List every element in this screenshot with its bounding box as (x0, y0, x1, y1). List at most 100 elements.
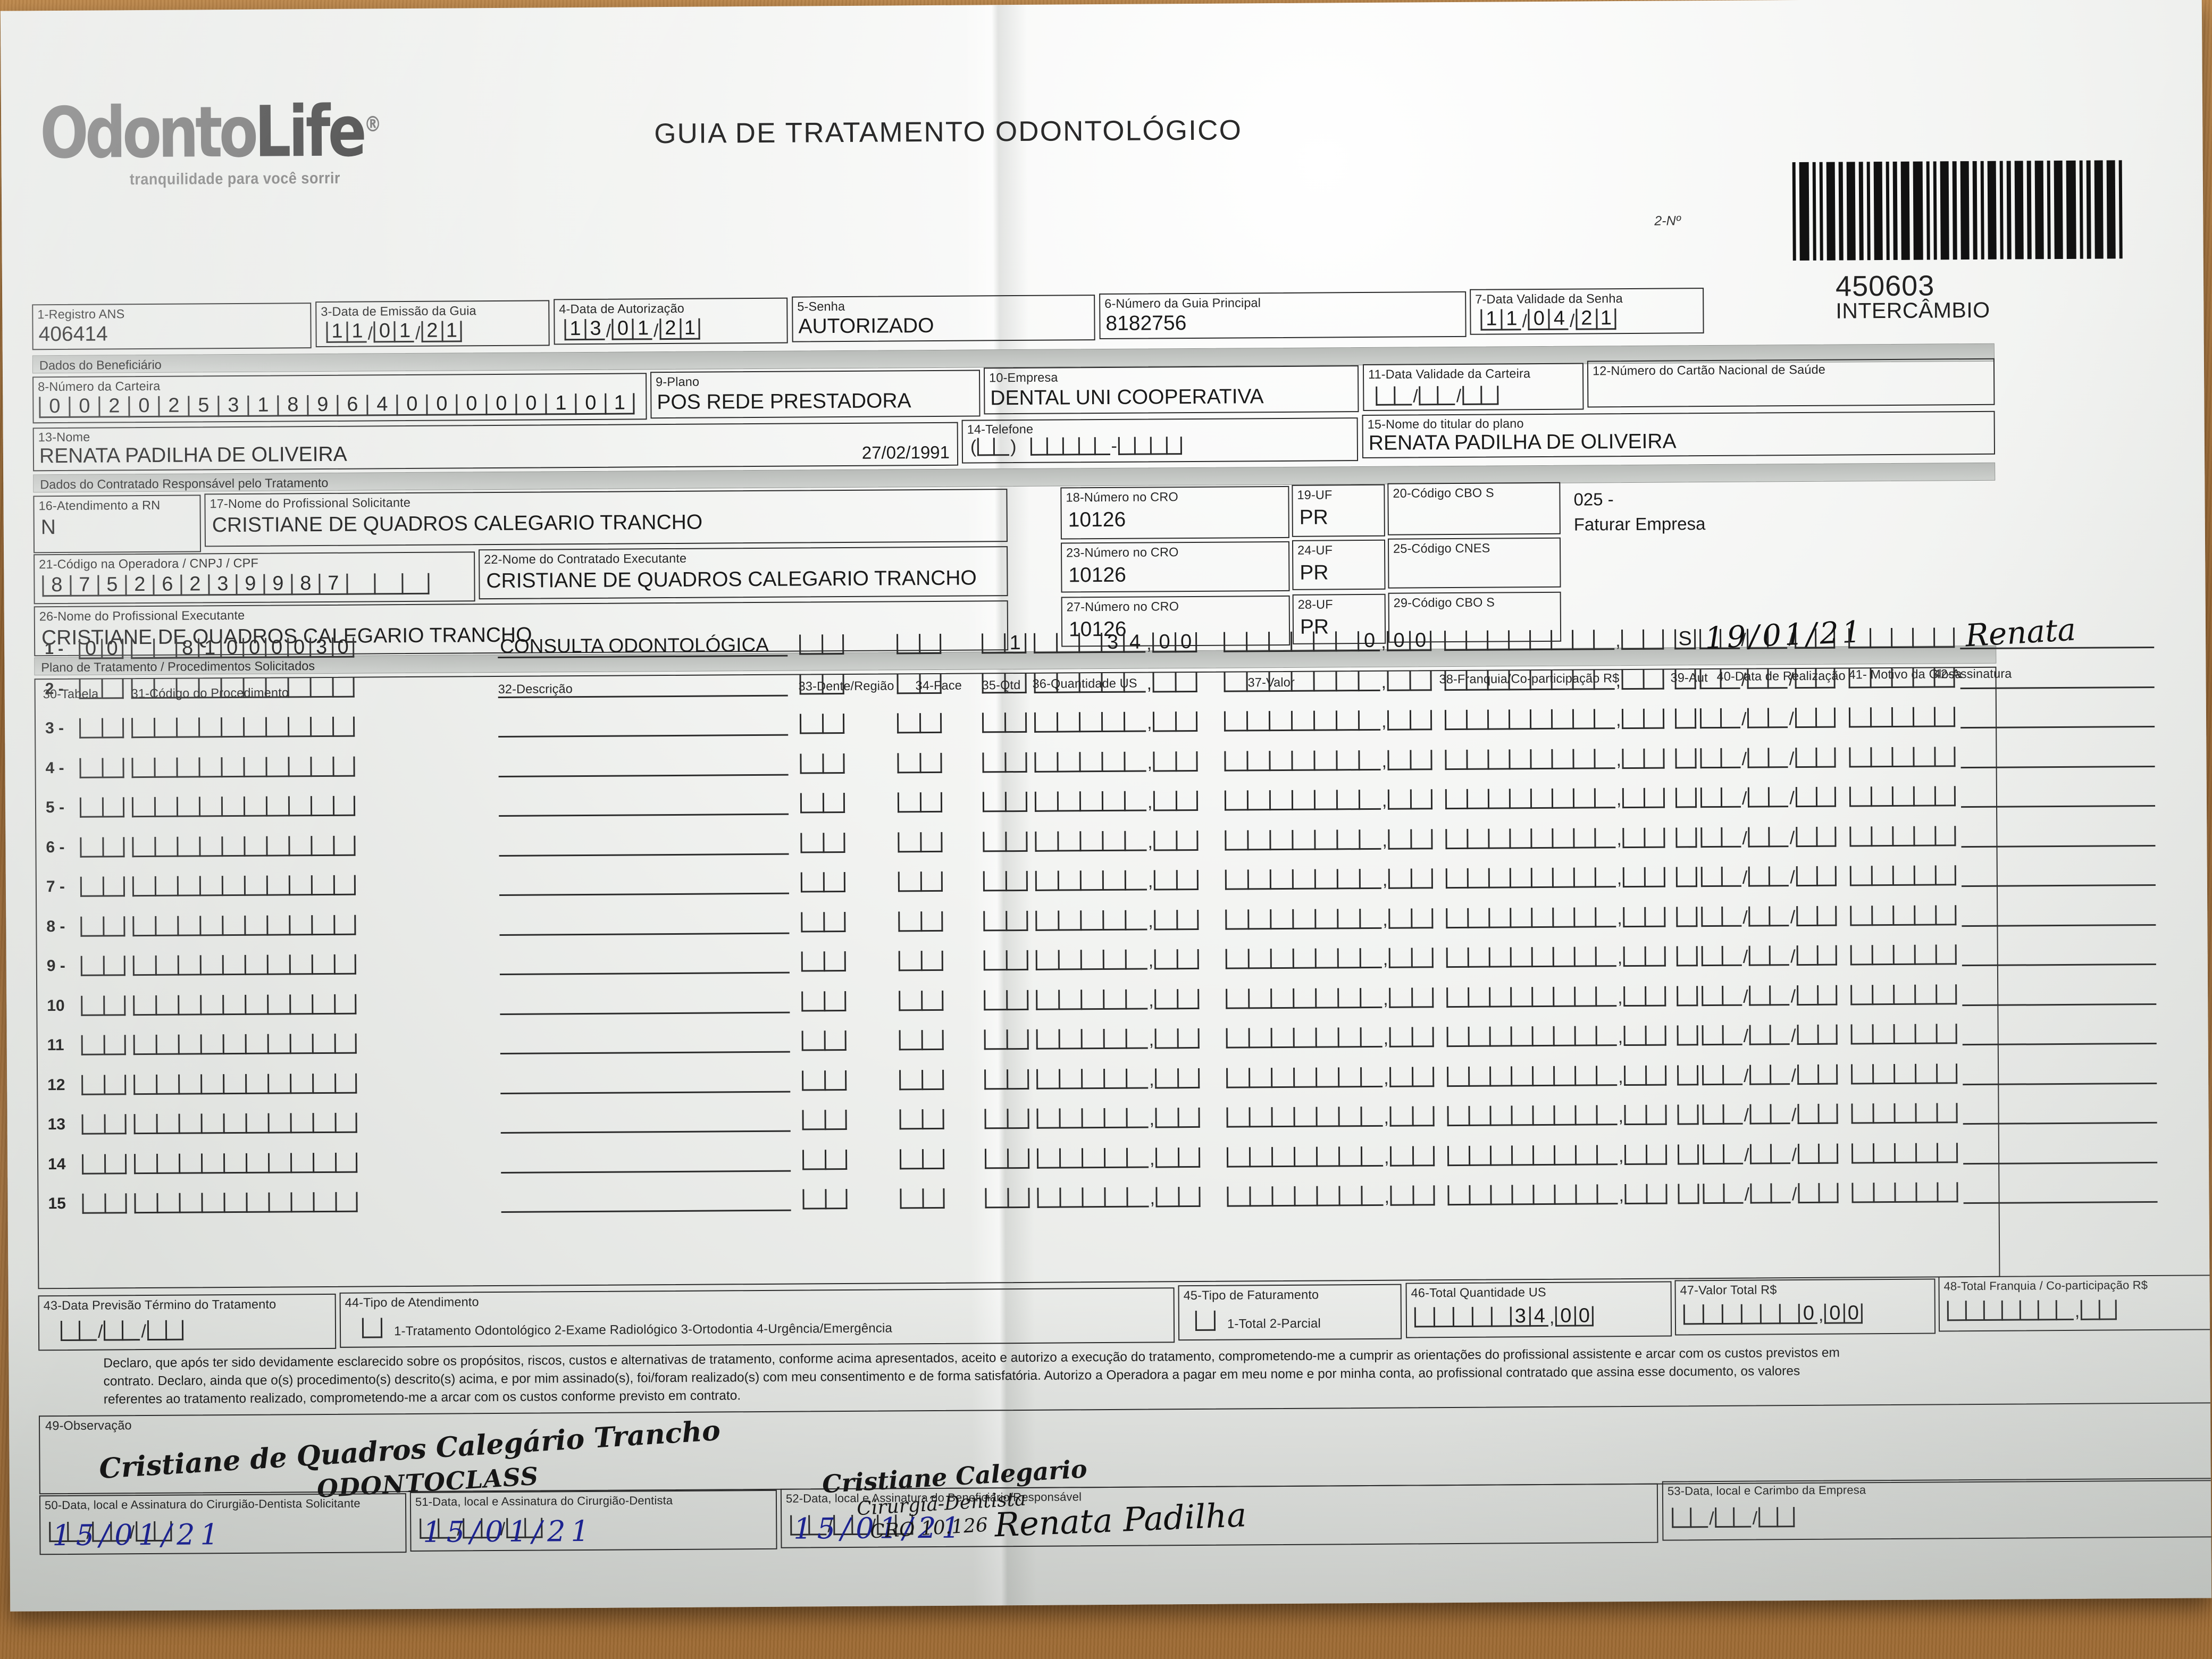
field-48-digits-comb[interactable]: , (1947, 1300, 2117, 1321)
cell-40-data-realizacao[interactable]: / / (1702, 985, 1838, 1007)
cell-30-tabela[interactable] (80, 836, 125, 858)
cell-30-tabela[interactable] (81, 1074, 127, 1095)
cell-34-face[interactable] (899, 990, 944, 1011)
cell-39-aut[interactable] (1677, 1025, 1698, 1046)
field-50-assinatura-solicitante[interactable]: 50-Data, local e Assinatura do Cirurgião… (39, 1493, 407, 1555)
cell-34-face[interactable] (899, 1149, 945, 1169)
field-13-nome[interactable]: 13-Nome RENATA PADILHA DE OLIVEIRA 27/02… (32, 422, 959, 472)
cell-38-franquia[interactable]: , (1444, 669, 1665, 691)
cell-33-dente[interactable] (801, 911, 846, 933)
field-43-date-comb[interactable]: / / (60, 1320, 184, 1342)
cell-36-quantidade-us[interactable]: , (1035, 909, 1199, 931)
cell-30-tabela[interactable] (81, 995, 126, 1016)
cell-41-motivo-glosa[interactable] (1849, 825, 1956, 847)
cell-38-franquia[interactable]: , (1447, 1184, 1668, 1205)
cell-40-data-realizacao[interactable]: / / (1700, 826, 1837, 849)
cell-35-qtd[interactable] (982, 712, 1027, 733)
cell-38-franquia[interactable]: , (1447, 1065, 1667, 1087)
cell-36-quantidade-us[interactable]: , (1036, 1147, 1201, 1169)
field-48-total-franquia[interactable]: 48-Total Franquia / Co-participação R$ , (1938, 1275, 2212, 1332)
field-17-nome-solicitante[interactable]: 17-Nome do Profissional Solicitante CRIS… (204, 489, 1008, 547)
cell-34-face[interactable] (898, 871, 943, 892)
cell-38-franquia[interactable]: , (1446, 986, 1666, 1008)
cell-38-franquia[interactable]: , (1446, 1025, 1667, 1048)
cell-36-quantidade-us[interactable]: , (1036, 1107, 1201, 1129)
field-4-data-autorizacao[interactable]: 4-Data de Autorização 1 3/0 1/2 1 (554, 297, 788, 345)
cell-30-tabela[interactable] (81, 1035, 126, 1055)
field-22-nome-contratado-executante[interactable]: 22-Nome do Contratado Executante CRISTIA… (479, 546, 1008, 600)
cell-37-valor[interactable]: , (1227, 1185, 1436, 1207)
field-51-assinatura-dentista[interactable]: 51-Data, local e Assinatura do Cirurgião… (409, 1489, 777, 1552)
cell-38-franquia[interactable]: , (1445, 867, 1666, 889)
cell-39-aut[interactable] (1674, 668, 1696, 689)
cell-35-qtd[interactable] (984, 1029, 1029, 1050)
field-5-senha[interactable]: 5-Senha AUTORIZADO (792, 295, 1095, 342)
cell-36-quantidade-us[interactable]: , (1035, 869, 1199, 892)
cell-39-aut[interactable] (1675, 748, 1697, 768)
cell-31-codigo[interactable] (133, 994, 357, 1016)
cell-39-aut[interactable] (1677, 1144, 1699, 1164)
cell-37-valor[interactable]: , (1225, 868, 1434, 890)
cell-36-quantidade-us[interactable]: , (1034, 790, 1199, 812)
cell-35-qtd[interactable] (983, 870, 1028, 892)
cell-41-motivo-glosa[interactable] (1850, 944, 1957, 966)
cell-41-motivo-glosa[interactable] (1848, 707, 1956, 728)
field-12-cartao-nacional-saude[interactable]: 12-Número do Cartão Nacional de Saúde (1587, 358, 1995, 408)
cell-39-aut[interactable] (1676, 946, 1698, 967)
cell-33-dente[interactable] (802, 1070, 847, 1091)
field-20-codigo-cbo-s[interactable]: 20-Código CBO S (1387, 482, 1561, 535)
cell-37-valor[interactable]: , (1225, 908, 1434, 930)
cell-34-face[interactable] (898, 950, 943, 971)
cell-33-dente[interactable] (801, 991, 847, 1012)
cell-30-tabela[interactable] (79, 757, 124, 778)
cell-38-franquia[interactable]: , (1445, 748, 1665, 770)
cell-35-qtd[interactable] (985, 1187, 1030, 1209)
field-14-telefone[interactable]: 14-Telefone () - (961, 417, 1359, 464)
cell-31-codigo[interactable] (132, 835, 356, 857)
cell-35-qtd[interactable] (983, 910, 1028, 931)
cell-35-qtd[interactable] (982, 673, 1027, 693)
cell-40-data-realizacao[interactable]: / / (1701, 906, 1837, 928)
cell-35-qtd[interactable] (984, 1108, 1029, 1129)
cell-30-tabela[interactable] (80, 916, 125, 937)
cell-39-aut[interactable] (1676, 906, 1698, 927)
field-19-uf[interactable]: 19-UF PR (1292, 484, 1385, 537)
cell-31-codigo[interactable] (134, 1192, 358, 1214)
cell-31-codigo[interactable] (132, 915, 356, 936)
cell-30-tabela[interactable] (82, 1193, 127, 1214)
cell-34-face[interactable] (899, 1029, 944, 1051)
field-10-empresa[interactable]: 10-Empresa DENTAL UNI COOPERATIVA (983, 365, 1359, 415)
field-45-option-box[interactable] (1195, 1310, 1216, 1331)
cell-40-data-realizacao[interactable]: / / (1699, 707, 1836, 730)
cell-40-data-realizacao[interactable]: / / (1702, 1024, 1838, 1046)
cell-41-motivo-glosa[interactable] (1851, 1103, 1958, 1124)
cell-35-qtd[interactable] (984, 1069, 1029, 1090)
cell-38-franquia[interactable]: , (1446, 946, 1666, 968)
cell-37-valor[interactable]: , (1224, 749, 1433, 772)
cell-36-quantidade-us[interactable]: , (1034, 751, 1199, 773)
cell-39-aut[interactable] (1675, 787, 1697, 808)
field-11-data-validade-carteira[interactable]: 11-Data Validade da Carteira / / (1362, 363, 1584, 412)
cell-34-face[interactable] (897, 792, 943, 813)
field-53-date-comb[interactable]: / / (1672, 1507, 1795, 1529)
cell-34-face[interactable] (898, 832, 943, 852)
cell-33-dente[interactable] (799, 634, 844, 655)
cell-41-motivo-glosa[interactable] (1851, 1182, 1958, 1203)
field-1-registro-ans[interactable]: 1-Registro ANS 406414 (32, 303, 312, 350)
cell-31-codigo[interactable] (133, 1112, 357, 1135)
cell-38-franquia[interactable]: , (1447, 1104, 1668, 1126)
cell-35-qtd[interactable] (984, 1148, 1030, 1169)
cell-31-codigo[interactable] (132, 875, 356, 897)
cell-31-codigo[interactable] (131, 677, 355, 699)
cell-41-motivo-glosa[interactable] (1848, 667, 1955, 688)
cell-40-data-realizacao[interactable]: / / (1699, 668, 1836, 690)
field-9-plano[interactable]: 9-Plano POS REDE PRESTADORA (650, 370, 981, 419)
cell-41-motivo-glosa[interactable] (1850, 984, 1957, 1005)
cell-35-qtd[interactable] (983, 950, 1028, 971)
cell-39-aut[interactable]: S (1674, 627, 1696, 650)
